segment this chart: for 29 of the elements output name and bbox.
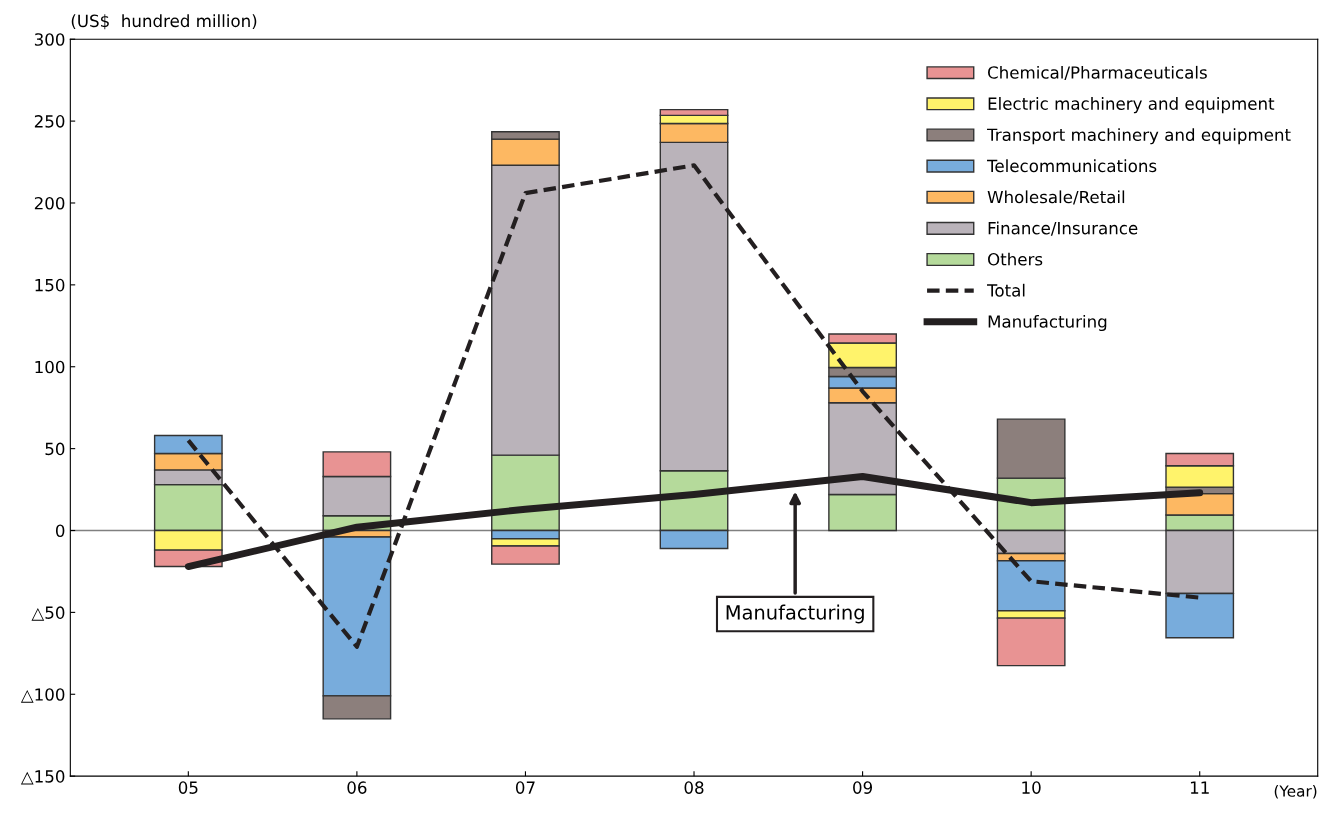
x-tick-label: 07 (515, 781, 535, 794)
legend-label: Total (987, 283, 1025, 297)
x-axis-title: (Year) (1274, 785, 1317, 799)
y-tick-label: 100 (35, 360, 65, 374)
y-tick-label: 150 (35, 278, 65, 292)
legend-label: Transport machinery and equipment (987, 128, 1291, 145)
y-axis-title: (US$ hundred million) (71, 14, 257, 30)
y-tick-label: 300 (34, 33, 65, 46)
x-tick-label: 09 (853, 781, 873, 794)
x-tick-label: 10 (1022, 781, 1041, 794)
x-tick-label: 05 (178, 781, 198, 794)
y-tick-label: 50 (45, 442, 65, 456)
legend-label: Manufacturing (988, 314, 1107, 332)
x-tick-label: 08 (684, 781, 704, 794)
x-tick-label: 06 (347, 781, 367, 794)
x-tick-label: 11 (1190, 781, 1209, 794)
y-tick-label: △50 (31, 606, 65, 621)
y-tick-label: △100 (20, 688, 65, 703)
legend-label: Electric machinery and equipment (988, 97, 1275, 114)
legend-label: Wholesale/Retail (987, 190, 1125, 205)
y-tick-label: 0 (55, 524, 65, 538)
y-tick-label: 250 (34, 115, 65, 128)
legend-label: Telecommunications (987, 159, 1157, 173)
legend-label: Others (988, 252, 1043, 266)
y-tick-label: 200 (34, 196, 65, 210)
legend-label: Finance/Insurance (988, 221, 1138, 236)
y-tick-label: △150 (20, 770, 65, 785)
legend-label: Chemical/Pharmaceuticals (988, 65, 1207, 81)
annotation: Manufacturing (726, 604, 864, 624)
